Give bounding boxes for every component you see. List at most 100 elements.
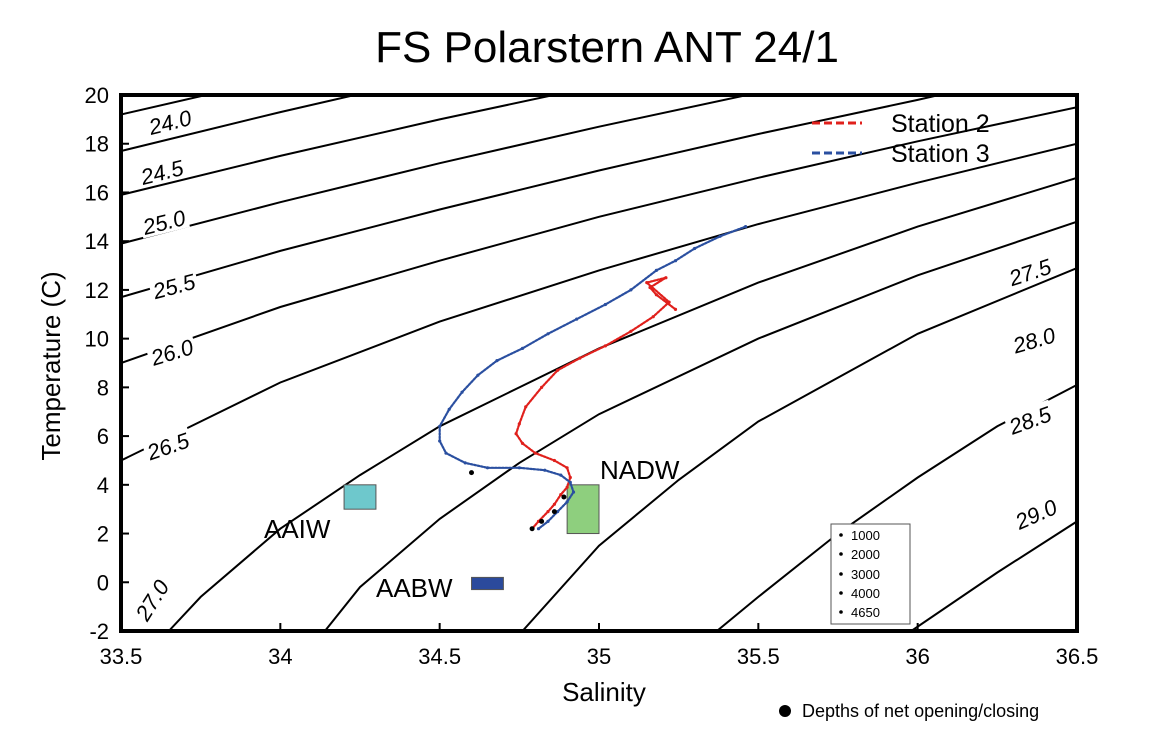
x-tick-label-36: 36 — [905, 644, 929, 669]
series-point-station-3-15 — [438, 439, 442, 443]
net-depth-point-3 — [539, 518, 545, 524]
legend: Station 2 Station 3 — [812, 110, 990, 168]
series-point-station-3-3 — [673, 259, 678, 263]
series-point-station-3-6 — [603, 302, 608, 307]
series-point-station-2-4 — [645, 281, 649, 285]
contour-label-24-5: 24.5 — [137, 155, 186, 190]
series-point-station-3-23 — [571, 490, 576, 494]
y-tick-label-0: 0 — [97, 570, 109, 595]
contour-label-bg-27-0 — [128, 572, 175, 627]
data-series — [438, 225, 748, 531]
contour-label-bg-28-5 — [1003, 399, 1057, 439]
series-point-station-2-2 — [648, 285, 652, 290]
depth-key-dot-1000 — [839, 533, 843, 537]
depth-key-dot-4000 — [839, 591, 843, 595]
plot-frame — [119, 93, 1079, 633]
contour-label-bg-26-0 — [145, 332, 199, 370]
series-point-station-3-8 — [546, 332, 550, 336]
x-axis-ticks: 33.5 34 34.5 35 35.5 36 36.5 — [100, 623, 1099, 669]
density-contour-28-0 — [324, 220, 1077, 631]
series-point-station-3-20 — [543, 468, 547, 472]
depth-key-dot-3000 — [839, 572, 843, 576]
density-contour-25-5 — [121, 95, 752, 245]
depth-key-label-2000: 2000 — [851, 547, 880, 562]
net-depth-point-4 — [529, 526, 535, 532]
series-point-station-2-21 — [559, 493, 563, 497]
contour-label-27-5: 27.5 — [1005, 254, 1055, 292]
y-axis-ticks: -2 0 2 4 6 8 10 12 14 16 18 20 — [85, 83, 129, 644]
density-contour-24-0 — [121, 95, 211, 116]
y-tick-label-12: 12 — [85, 278, 109, 303]
y-tick-label--2: -2 — [89, 619, 109, 644]
series-point-station-2-14 — [514, 432, 518, 436]
density-contour-25-0 — [121, 95, 559, 196]
series-point-station-3-24 — [565, 500, 569, 504]
contour-label-bg-26-5 — [141, 425, 195, 465]
depth-key-label-3000: 3000 — [851, 567, 880, 582]
y-axis-label: Temperature (C) — [36, 271, 66, 460]
density-contours — [121, 95, 1077, 631]
series-point-station-2-0 — [673, 307, 678, 311]
series-point-station-3-26 — [546, 519, 550, 524]
series-point-station-3-27 — [536, 527, 541, 531]
x-tick-label-35: 35 — [587, 644, 611, 669]
series-point-station-3-14 — [438, 424, 442, 428]
y-tick-label-16: 16 — [85, 180, 109, 205]
depth-key-dot-2000 — [839, 552, 843, 556]
series-point-station-2-7 — [629, 329, 633, 333]
water-mass-label-aabw: AABW — [376, 573, 453, 603]
series-point-station-2-23 — [546, 510, 550, 514]
series-point-station-3-10 — [495, 359, 499, 363]
net-depth-point-0 — [469, 470, 474, 476]
y-tick-label-18: 18 — [85, 132, 109, 157]
series-point-station-2-9 — [578, 356, 582, 360]
series-point-station-3-18 — [485, 466, 490, 470]
series-point-station-2-11 — [540, 385, 544, 389]
depth-key-label-4650: 4650 — [851, 605, 880, 620]
water-mass-box-aaiw — [343, 484, 377, 510]
contour-label-bg-24-5 — [135, 153, 188, 189]
x-axis-label: Salinity — [562, 677, 646, 707]
series-point-station-2-18 — [565, 466, 569, 470]
series-point-station-2-17 — [552, 458, 557, 463]
net-depth-points — [469, 470, 567, 532]
series-point-station-3-22 — [568, 480, 572, 484]
density-contour-27-0 — [121, 142, 1077, 462]
series-point-station-3-19 — [517, 466, 521, 470]
density-contour-24-5 — [121, 95, 360, 152]
series-point-station-3-21 — [559, 473, 563, 477]
series-point-station-3-12 — [460, 390, 464, 394]
x-tick-label-36-5: 36.5 — [1056, 644, 1099, 669]
water-mass-box-aabw — [471, 576, 504, 591]
contour-label-bg-27-5 — [1003, 252, 1057, 290]
legend-label-station-3: Station 3 — [891, 140, 990, 168]
y-tick-label-8: 8 — [97, 375, 109, 400]
y-tick-label-10: 10 — [85, 327, 109, 352]
series-point-station-2-10 — [556, 368, 560, 372]
series-point-station-2-15 — [520, 441, 525, 445]
series-point-station-2-22 — [552, 502, 557, 506]
net-depth-note: Depths of net opening/closing — [802, 701, 1039, 721]
x-tick-label-35-5: 35.5 — [737, 644, 780, 669]
contour-label-26-5: 26.5 — [143, 427, 193, 465]
density-contour-26-0 — [121, 95, 944, 299]
series-point-station-3-9 — [520, 346, 525, 350]
net-depth-note-dot — [779, 705, 791, 717]
depth-key-label-4000: 4000 — [851, 586, 880, 601]
x-tick-label-34-5: 34.5 — [418, 644, 461, 669]
series-point-station-2-13 — [517, 422, 521, 426]
series-point-station-3-2 — [693, 246, 697, 251]
series-point-station-2-20 — [565, 485, 569, 489]
depth-key: 1000 2000 3000 4000 4650 — [830, 523, 911, 625]
density-contour-28-5 — [521, 267, 1077, 631]
y-tick-label-20: 20 — [85, 83, 109, 108]
legend-label-station-2: Station 2 — [891, 110, 990, 138]
x-tick-label-33-5: 33.5 — [100, 644, 143, 669]
contour-label-28-0: 28.0 — [1009, 322, 1059, 358]
density-contour-26-5 — [121, 106, 1077, 364]
series-point-station-3-4 — [654, 268, 659, 272]
series-point-station-2-1 — [654, 293, 659, 297]
contour-label-bg-25-0 — [137, 203, 190, 239]
chart-title: FS Polarstern ANT 24/1 — [375, 23, 839, 72]
